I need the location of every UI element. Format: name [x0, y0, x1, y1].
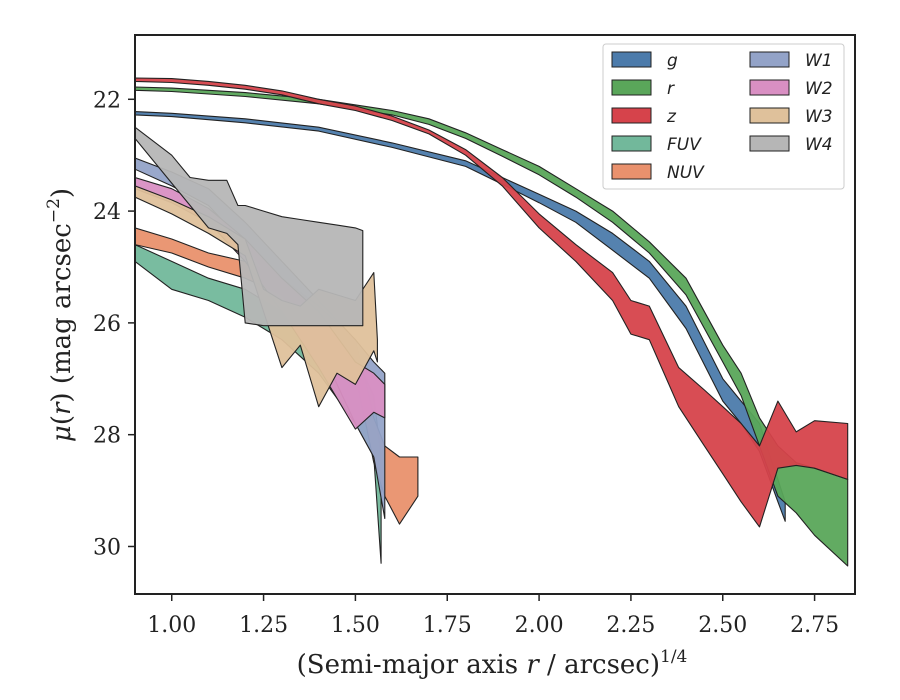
y-tick-label: 26	[93, 312, 121, 337]
x-axis: 1.00 1.25 1.50 1.75 2.00 2.25 2.50 2.75	[147, 594, 839, 638]
x-tick-label: 1.25	[239, 613, 288, 638]
band-r	[135, 86, 849, 567]
legend-label-w1: W1	[805, 51, 833, 71]
x-tick-label: 1.00	[147, 613, 196, 638]
x-tick-label: 2.00	[515, 613, 564, 638]
legend-swatch-w2	[749, 79, 790, 96]
legend-label-w2: W2	[805, 79, 833, 99]
x-tick-label: 2.75	[790, 613, 839, 638]
series-layer	[135, 77, 849, 567]
legend-swatch-r	[611, 79, 652, 96]
legend-label-fuv: FUV	[667, 135, 702, 155]
legend-swatch-w1	[749, 51, 790, 68]
legend: grz FUV NUV W1 W2 W3 W4	[602, 43, 845, 190]
legend-swatch-w3	[749, 107, 790, 124]
x-axis-label: (Semi-major axis r / arcsec)1/4	[297, 647, 688, 680]
legend-swatch-z	[611, 107, 652, 124]
legend-swatch-fuv	[611, 135, 652, 152]
band-w4	[135, 126, 364, 327]
legend-label-nuv: NUV	[667, 163, 705, 183]
y-tick-label: 24	[93, 200, 121, 225]
band-z	[135, 77, 849, 528]
y-tick-label: 30	[93, 535, 121, 560]
x-tick-label: 1.50	[331, 613, 380, 638]
legend-swatch-nuv	[611, 163, 652, 180]
plot-frame	[134, 34, 856, 595]
y-axis-label: μ(r) (mag arcsec−2)	[44, 188, 77, 442]
x-tick-label: 2.50	[698, 613, 747, 638]
legend-label-r: r	[667, 79, 675, 99]
x-tick-label: 1.75	[423, 613, 472, 638]
legend-label-w4: W4	[805, 135, 833, 155]
legend-swatch-w4	[749, 135, 790, 152]
legend-label-z: z	[666, 107, 677, 127]
y-tick-label: 28	[93, 424, 121, 449]
legend-label-w3: W3	[805, 107, 833, 127]
x-tick-label: 2.25	[606, 613, 655, 638]
y-axis: 22 24 26 28 30	[93, 88, 135, 560]
y-tick-label: 22	[93, 88, 121, 113]
legend-swatch-g	[611, 51, 652, 68]
legend-label-g: g	[667, 51, 678, 71]
